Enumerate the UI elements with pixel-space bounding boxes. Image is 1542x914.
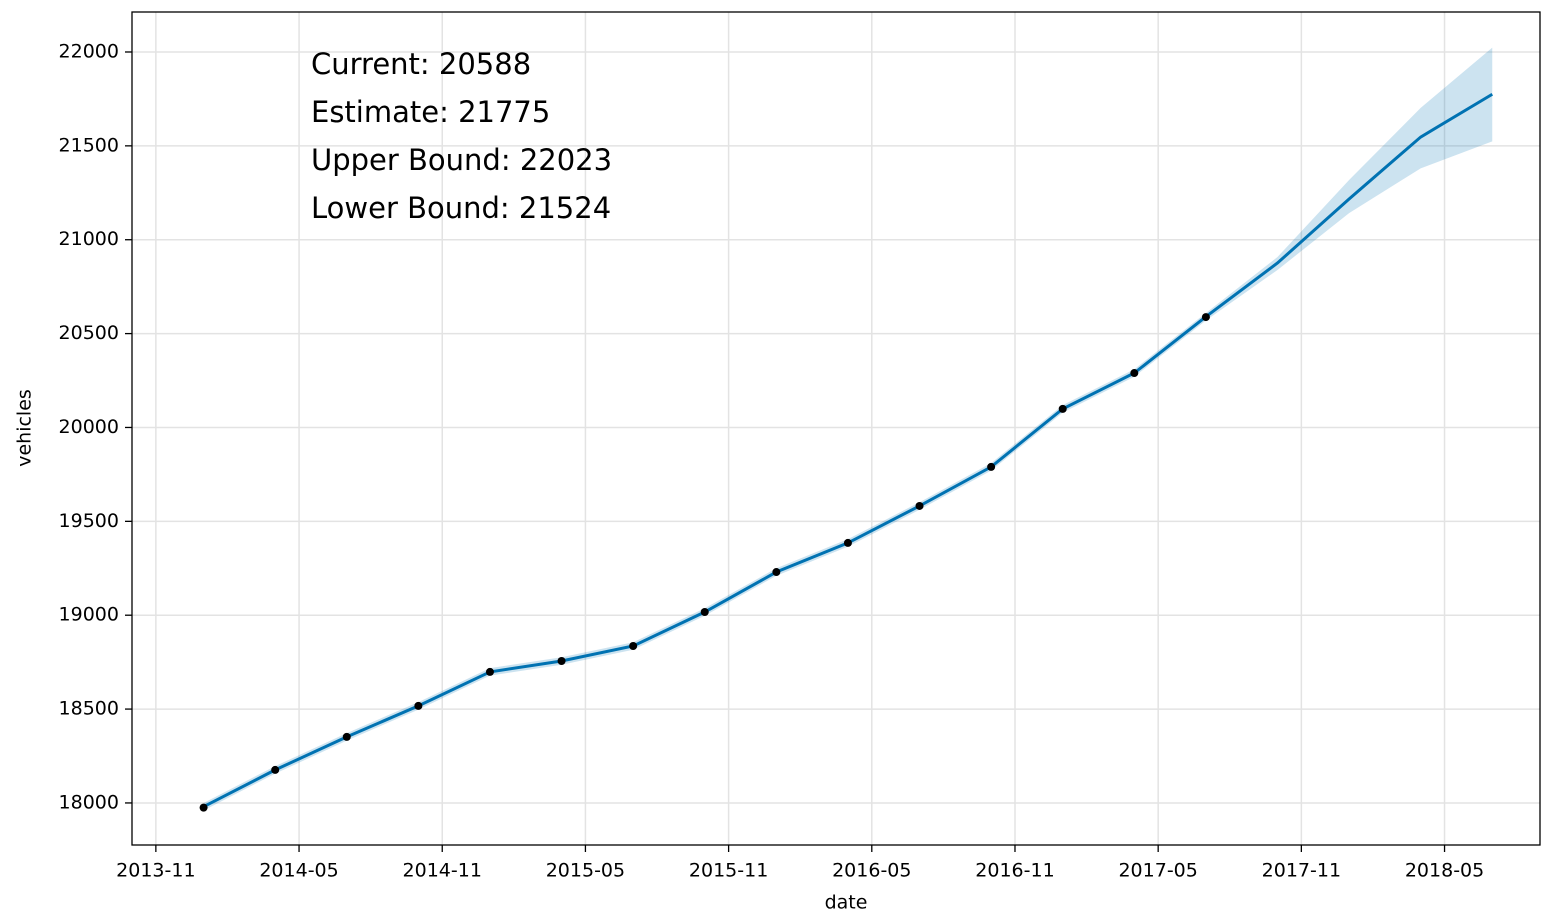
observed-point — [772, 568, 781, 577]
x-tick-label: 2016-11 — [975, 860, 1054, 882]
observed-point — [557, 657, 566, 666]
x-tick-label: 2013-11 — [116, 860, 195, 882]
y-tick-label: 22000 — [59, 40, 119, 62]
observed-point — [915, 501, 924, 510]
observed-point — [1201, 313, 1210, 322]
x-tick-label: 2015-11 — [689, 860, 768, 882]
observed-point — [271, 765, 280, 774]
observed-point — [414, 701, 423, 710]
y-tick-label: 20000 — [59, 416, 119, 438]
annotation: Estimate: 21775 — [311, 95, 550, 129]
y-tick-label: 18500 — [59, 698, 119, 720]
y-tick-label: 19500 — [59, 510, 119, 532]
x-tick-label: 2014-11 — [403, 860, 482, 882]
observed-point — [629, 641, 638, 650]
x-tick-label: 2017-05 — [1118, 860, 1197, 882]
y-tick-label: 20500 — [59, 322, 119, 344]
observed-point — [199, 803, 208, 812]
observed-point — [485, 667, 494, 676]
x-tick-label: 2015-05 — [546, 860, 625, 882]
y-tick-label: 18000 — [59, 791, 119, 813]
observed-point — [342, 732, 351, 741]
annotation: Current: 20588 — [311, 47, 531, 81]
plot-frame — [131, 11, 1541, 846]
x-axis-label: date — [825, 892, 868, 914]
observed-point — [1058, 404, 1067, 413]
observed-point — [843, 538, 852, 547]
annotation: Upper Bound: 22023 — [311, 143, 612, 177]
y-tick-label: 21500 — [59, 134, 119, 156]
x-tick-label: 2014-05 — [259, 860, 338, 882]
observed-point — [987, 462, 996, 471]
x-tick-label: 2018-05 — [1405, 860, 1484, 882]
annotation: Lower Bound: 21524 — [311, 191, 611, 225]
x-tick-label: 2016-05 — [832, 860, 911, 882]
y-axis-label: vehicles — [14, 389, 36, 467]
observed-point — [700, 608, 709, 617]
y-tick-label: 19000 — [59, 604, 119, 626]
observed-point — [1130, 369, 1139, 378]
y-tick-label: 21000 — [59, 228, 119, 250]
x-tick-label: 2017-11 — [1262, 860, 1341, 882]
